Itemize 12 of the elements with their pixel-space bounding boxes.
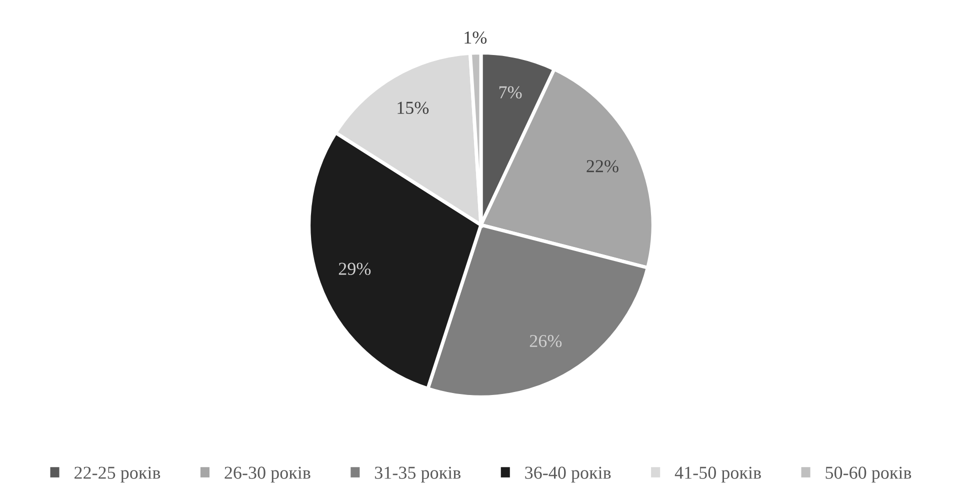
legend-label: 36-40 років	[525, 466, 611, 483]
legend-label: 50-60 років	[826, 466, 912, 483]
legend-label: 41-50 років	[674, 466, 761, 483]
data-label: 7%	[499, 86, 522, 98]
data-label: 29%	[338, 262, 371, 275]
data-label: 15%	[398, 102, 429, 114]
legend-label: 22-25 років	[74, 466, 160, 483]
legend-label: 31-35 років	[374, 466, 461, 483]
data-label: 26%	[530, 334, 562, 348]
data-label: 22%	[586, 160, 618, 172]
data-label: 1%	[464, 31, 487, 44]
legend-label: 26-30 років	[224, 466, 310, 483]
